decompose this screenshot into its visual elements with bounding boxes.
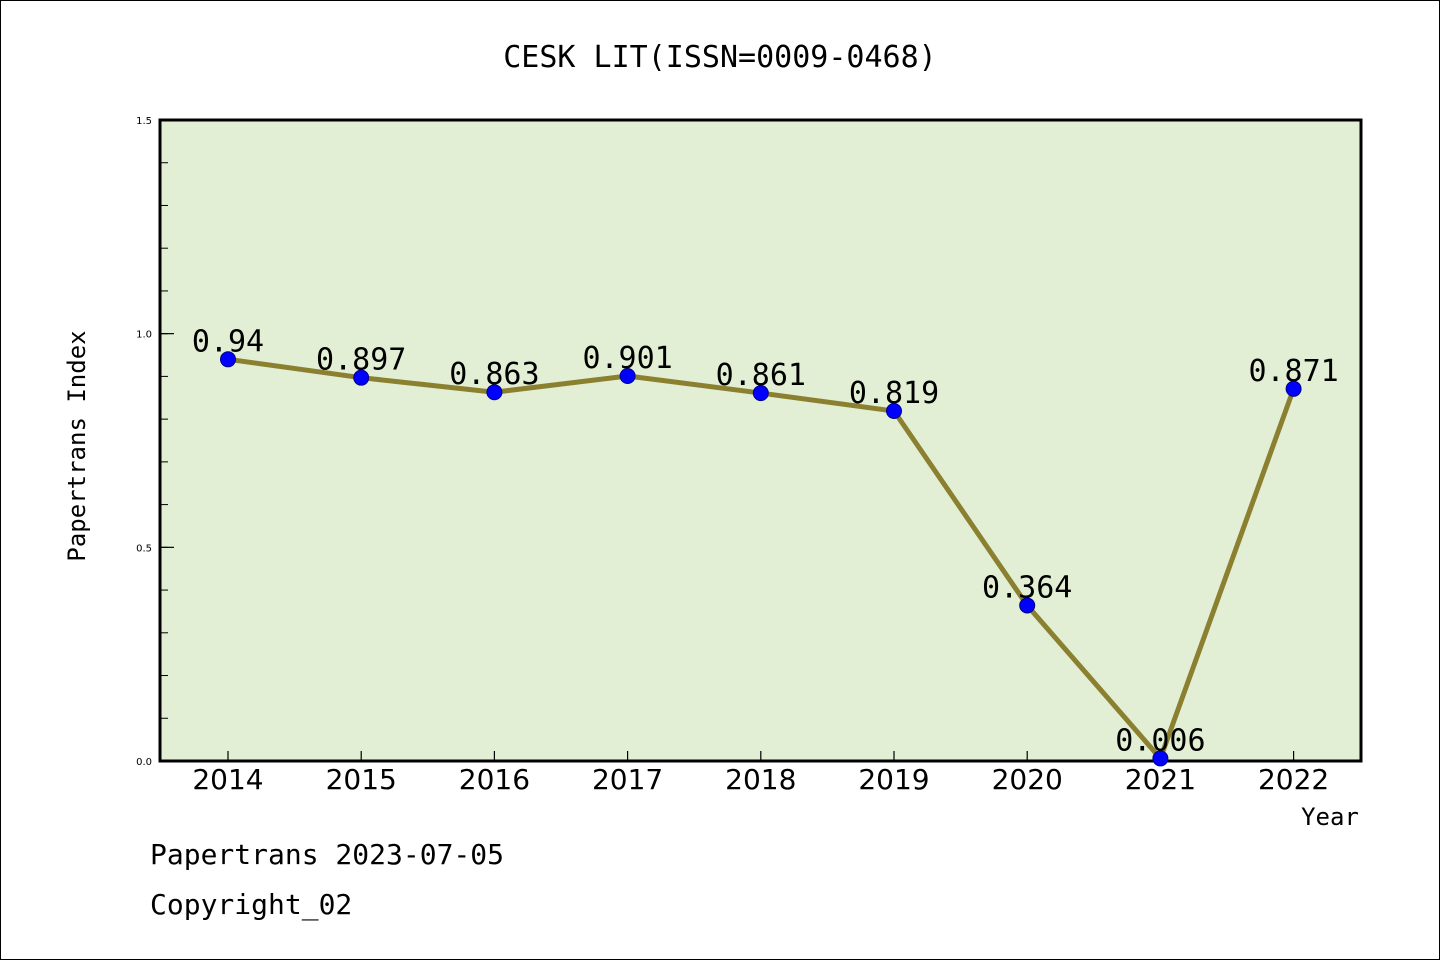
data-label: 0.94 [192, 324, 264, 359]
y-tick-label: 1.5 [136, 116, 152, 127]
data-label: 0.901 [582, 341, 672, 376]
data-point [886, 403, 902, 420]
series [220, 351, 1302, 767]
y-tick-label: 0.0 [136, 757, 152, 768]
data-point [353, 369, 370, 386]
x-tick-label: 2015 [326, 763, 397, 796]
data-label: 0.863 [449, 357, 539, 392]
x-tick-label: 2019 [858, 763, 929, 796]
data-label: 0.861 [716, 358, 806, 393]
footer-copyright: Copyright_02 [150, 888, 352, 922]
x-tick-label: 2017 [592, 763, 663, 796]
data-point [1019, 597, 1036, 614]
x-tick-label: 2014 [192, 763, 263, 796]
plot-area [158, 118, 1363, 763]
y-axis: 0.0 0.5 1.0 1.5 [136, 116, 174, 768]
data-point [619, 367, 636, 384]
y-axis-label: Papertrans Index [63, 330, 91, 561]
data-point [486, 384, 503, 401]
data-point [1152, 750, 1169, 767]
data-label: 0.364 [982, 570, 1072, 605]
x-tick-label: 2021 [1125, 763, 1196, 796]
x-tick-label: 2016 [459, 763, 530, 796]
data-label: 0.006 [1115, 723, 1205, 758]
data-point [1285, 380, 1302, 397]
y-tick-label: 1.0 [136, 330, 152, 341]
data-label: 0.819 [849, 376, 939, 411]
footer-date: Papertrans 2023-07-05 [150, 838, 504, 871]
x-tick-label: 2020 [992, 763, 1063, 796]
data-point [220, 351, 236, 368]
data-labels: 0.94 0.897 0.863 0.901 0.861 0.819 0.364 0.006 0… [192, 324, 1339, 758]
x-tick-label: 2022 [1258, 763, 1329, 796]
x-axis: 2014 2015 2016 2017 2018 2019 2020 2021 2022 [192, 751, 1329, 796]
data-label: 0.871 [1248, 354, 1338, 389]
data-point [752, 385, 769, 402]
y-tick-label: 0.5 [136, 543, 152, 554]
data-label: 0.897 [316, 343, 406, 378]
chart-title: CESK LIT(ISSN=0009-0468) [503, 40, 936, 75]
x-axis-label: Year [1301, 803, 1359, 831]
x-tick-label: 2018 [725, 763, 796, 796]
